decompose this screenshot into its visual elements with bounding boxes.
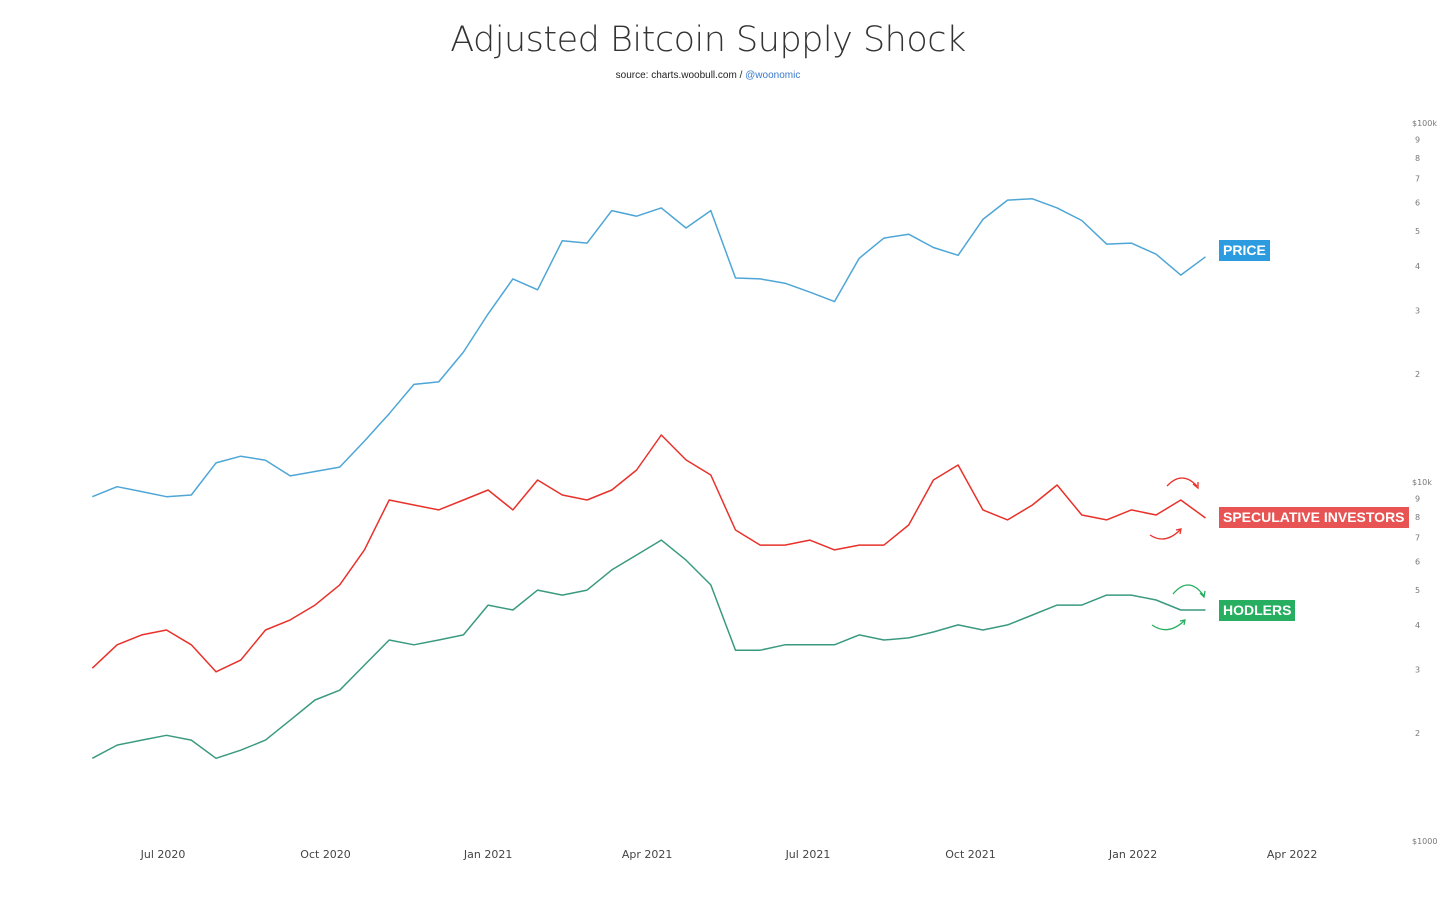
red-arrowhead-icon (1192, 482, 1199, 490)
y-minor-tick-label: 2 (1415, 729, 1420, 738)
source-link[interactable]: @woonomic (745, 70, 801, 81)
green-arrowhead-icon (1199, 590, 1206, 599)
y-minor-tick-label: 8 (1415, 513, 1420, 522)
y-minor-tick-label: 4 (1415, 262, 1420, 271)
x-tick-label: Apr 2022 (1267, 848, 1318, 861)
y-minor-tick-label: 6 (1415, 558, 1420, 567)
series-lines (91, 198, 1206, 760)
green-arrow-down-icon (1151, 620, 1185, 631)
x-tick-label: Oct 2020 (300, 848, 351, 861)
y-axis: $1000 $10k $100k 2 3 4 5 6 7 8 9 2 3 4 5 6 7 8 9 (1412, 119, 1437, 846)
red-arrowhead-icon (1175, 528, 1182, 535)
y-minor-tick-label: 4 (1415, 621, 1420, 630)
y-minor-tick-label: 9 (1415, 135, 1420, 144)
series-line-price (92, 198, 1206, 498)
x-tick-label: Jan 2021 (463, 848, 512, 861)
x-tick-label: Jul 2021 (785, 848, 831, 861)
x-tick-label: Jul 2020 (140, 848, 186, 861)
chart-title: Adjusted Bitcoin Supply Shock (450, 20, 966, 60)
y-minor-tick-label: 3 (1415, 307, 1420, 316)
x-tick-label: Jan 2022 (1108, 848, 1157, 861)
x-axis: Jul 2020 Oct 2020 Jan 2021 Apr 2021 Jul 2021… (140, 848, 1318, 861)
y-minor-tick-label: 5 (1415, 227, 1420, 236)
legend-label-speculative-investors: SPECULATIVE INVESTORS (1219, 507, 1409, 528)
y-minor-tick-label: 7 (1415, 534, 1420, 543)
y-tick-label: $1000 (1412, 837, 1437, 846)
y-minor-tick-label: 6 (1415, 199, 1420, 208)
green-arrow-up-icon (1172, 584, 1205, 597)
y-minor-tick-label: 2 (1415, 370, 1420, 379)
y-minor-tick-label: 7 (1415, 175, 1420, 184)
chart-source: source: charts.woobull.com / @woonomic (0, 70, 1416, 81)
red-arrow-up-icon (1166, 477, 1198, 487)
trend-arrows (1149, 477, 1206, 631)
legend-label-price: PRICE (1219, 240, 1270, 261)
source-text: source: charts.woobull.com / (615, 70, 746, 81)
y-tick-label: $100k (1412, 119, 1437, 128)
x-tick-label: Apr 2021 (622, 848, 673, 861)
y-minor-tick-label: 9 (1415, 494, 1420, 503)
series-line-hodlers (91, 539, 1206, 760)
y-minor-tick-label: 8 (1415, 154, 1420, 163)
y-minor-tick-label: 3 (1415, 666, 1420, 675)
red-arrow-down-icon (1149, 529, 1181, 540)
x-tick-label: Oct 2021 (945, 848, 996, 861)
y-minor-tick-label: 5 (1415, 586, 1420, 595)
series-line-speculative-investors (91, 434, 1206, 673)
green-arrowhead-icon (1179, 619, 1186, 626)
legend-label-hodlers: HODLERS (1219, 600, 1296, 621)
y-tick-label: $10k (1412, 478, 1432, 487)
